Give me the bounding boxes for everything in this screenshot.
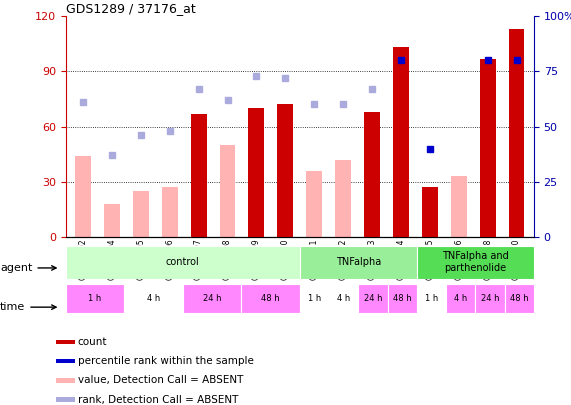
- Text: 4 h: 4 h: [454, 294, 467, 303]
- Bar: [75, 156, 91, 237]
- Bar: [335, 160, 351, 237]
- Bar: [57, 397, 74, 402]
- Bar: [451, 176, 467, 237]
- Bar: [57, 339, 74, 344]
- Bar: [124, 284, 183, 313]
- Bar: [359, 284, 388, 313]
- Text: 4 h: 4 h: [337, 294, 350, 303]
- Bar: [480, 58, 496, 237]
- Bar: [300, 284, 329, 313]
- Bar: [162, 187, 178, 237]
- Text: 24 h: 24 h: [203, 294, 221, 303]
- Bar: [505, 284, 534, 313]
- Bar: [57, 359, 74, 363]
- Text: 48 h: 48 h: [510, 294, 529, 303]
- Text: count: count: [78, 337, 107, 347]
- Bar: [417, 246, 534, 279]
- Bar: [191, 114, 207, 237]
- Text: percentile rank within the sample: percentile rank within the sample: [78, 356, 254, 366]
- Bar: [300, 246, 417, 279]
- Bar: [133, 191, 149, 237]
- Bar: [248, 108, 264, 237]
- Text: 1 h: 1 h: [425, 294, 438, 303]
- Text: 48 h: 48 h: [393, 294, 412, 303]
- Bar: [393, 47, 409, 237]
- Text: TNFalpha and
parthenolide: TNFalpha and parthenolide: [442, 252, 509, 273]
- Text: 4 h: 4 h: [147, 294, 160, 303]
- Bar: [446, 284, 475, 313]
- Bar: [104, 204, 120, 237]
- Text: 24 h: 24 h: [364, 294, 382, 303]
- Text: rank, Detection Call = ABSENT: rank, Detection Call = ABSENT: [78, 394, 238, 405]
- Text: value, Detection Call = ABSENT: value, Detection Call = ABSENT: [78, 375, 243, 386]
- Bar: [329, 284, 359, 313]
- Text: 1 h: 1 h: [89, 294, 102, 303]
- Text: control: control: [166, 257, 200, 267]
- Text: GDS1289 / 37176_at: GDS1289 / 37176_at: [66, 2, 195, 15]
- Text: 48 h: 48 h: [261, 294, 280, 303]
- Bar: [417, 284, 446, 313]
- Bar: [57, 378, 74, 383]
- Text: agent: agent: [0, 263, 56, 273]
- Bar: [241, 284, 300, 313]
- Bar: [306, 171, 322, 237]
- Bar: [509, 29, 525, 237]
- Text: TNFalpha: TNFalpha: [336, 257, 381, 267]
- Bar: [475, 284, 505, 313]
- Bar: [183, 284, 241, 313]
- Bar: [66, 284, 124, 313]
- Text: 24 h: 24 h: [481, 294, 499, 303]
- Bar: [66, 246, 300, 279]
- Bar: [388, 284, 417, 313]
- Bar: [422, 187, 438, 237]
- Bar: [364, 112, 380, 237]
- Text: 1 h: 1 h: [308, 294, 321, 303]
- Bar: [278, 104, 293, 237]
- Bar: [220, 145, 235, 237]
- Text: time: time: [0, 302, 56, 312]
